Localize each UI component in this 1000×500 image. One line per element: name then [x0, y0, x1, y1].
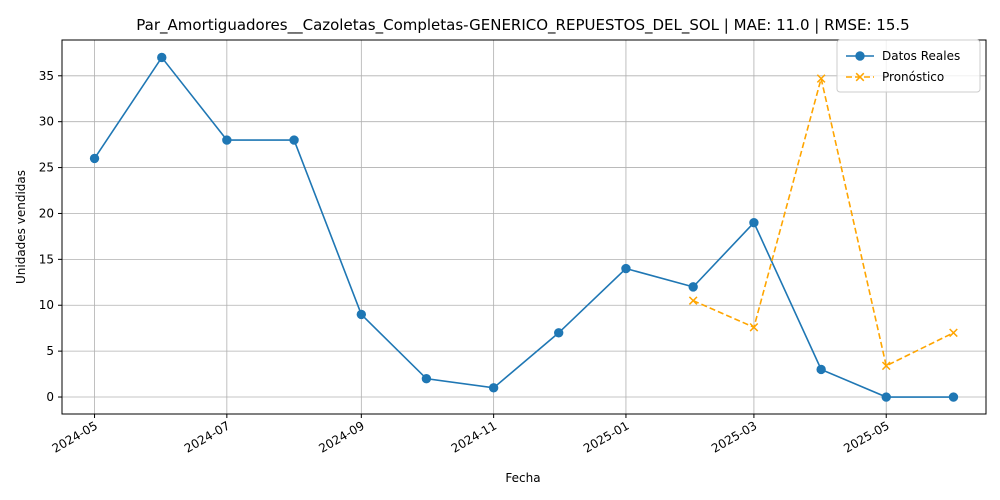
chart-title: Par_Amortiguadores__Cazoletas_Completas-…: [136, 16, 909, 35]
data-point: [222, 135, 232, 145]
y-tick-label: 15: [39, 252, 54, 266]
data-point: [356, 309, 367, 320]
axis-ticks: 2024-05 2024-07 2024-09 2024-11 2025-01 2025-…: [39, 69, 892, 456]
legend-marker: [855, 72, 865, 82]
y-tick-label: 5: [46, 344, 54, 358]
data-point: [749, 217, 759, 228]
legend-label: Datos Reales: [882, 49, 960, 63]
series-line: [93, 56, 954, 398]
y-tick-label: 0: [46, 390, 54, 404]
y-tick-label: 35: [39, 69, 54, 83]
data-point: [688, 296, 698, 305]
legend: Datos Reales Pronóstico: [836, 39, 981, 93]
data-point: [688, 282, 698, 292]
data-point: [816, 74, 826, 83]
legend-entry: Datos Reales: [846, 49, 960, 63]
legend-entry: Pronóstico: [846, 70, 944, 84]
series-datos-reales: [89, 52, 959, 402]
x-axis-label: Fecha: [505, 471, 540, 485]
plot-frame: [61, 39, 987, 415]
grid: [62, 40, 986, 414]
data-point: [289, 135, 299, 145]
y-tick-label: 20: [39, 206, 54, 220]
data-point: [749, 322, 759, 332]
data-point: [881, 361, 891, 371]
series-line: [692, 78, 954, 367]
data-point: [89, 153, 100, 164]
x-tick-label: 2024-07: [182, 418, 232, 455]
data-point: [816, 364, 826, 375]
data-point: [554, 328, 564, 338]
legend-box: [836, 39, 981, 93]
y-axis-label: Unidades vendidas: [14, 170, 28, 284]
data-point: [949, 328, 958, 338]
x-tick-label: 2024-11: [449, 418, 499, 455]
series-layer: [89, 52, 959, 402]
data-point: [488, 383, 499, 393]
series-pronostico: [688, 74, 958, 371]
x-tick-label: 2025-05: [841, 418, 891, 455]
legend-label: Pronóstico: [882, 70, 944, 84]
x-tick-label: 2024-05: [50, 418, 100, 455]
x-tick-label: 2025-03: [709, 418, 759, 455]
y-tick-label: 10: [39, 298, 54, 312]
x-tick-label: 2024-09: [316, 418, 366, 455]
data-point: [421, 373, 432, 384]
data-point: [948, 392, 959, 402]
data-point: [621, 263, 631, 274]
y-tick-label: 25: [39, 161, 54, 175]
legend-marker: [855, 51, 865, 61]
x-tick-label: 2025-01: [581, 418, 631, 455]
data-point: [157, 52, 167, 63]
y-tick-label: 30: [39, 115, 54, 129]
data-point: [881, 392, 891, 402]
